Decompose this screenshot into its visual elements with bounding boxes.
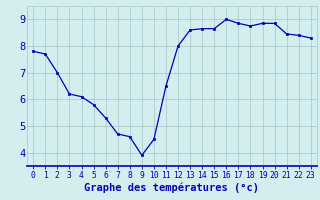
X-axis label: Graphe des températures (°c): Graphe des températures (°c) bbox=[84, 183, 260, 193]
